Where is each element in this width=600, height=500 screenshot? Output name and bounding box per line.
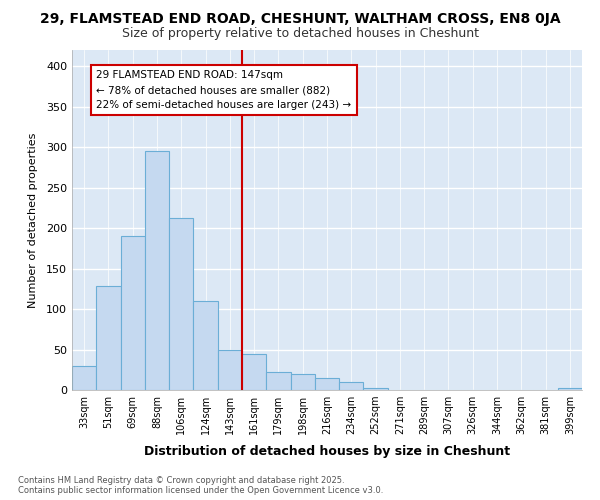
Bar: [339, 382, 364, 390]
Text: Size of property relative to detached houses in Cheshunt: Size of property relative to detached ho…: [121, 28, 479, 40]
Bar: [558, 388, 582, 390]
Bar: [242, 354, 266, 390]
Bar: [218, 350, 242, 390]
Bar: [169, 218, 193, 390]
Text: 29, FLAMSTEAD END ROAD, CHESHUNT, WALTHAM CROSS, EN8 0JA: 29, FLAMSTEAD END ROAD, CHESHUNT, WALTHA…: [40, 12, 560, 26]
Text: 29 FLAMSTEAD END ROAD: 147sqm
← 78% of detached houses are smaller (882)
22% of : 29 FLAMSTEAD END ROAD: 147sqm ← 78% of d…: [96, 70, 352, 110]
X-axis label: Distribution of detached houses by size in Cheshunt: Distribution of detached houses by size …: [144, 446, 510, 458]
Bar: [364, 388, 388, 390]
Bar: [145, 151, 169, 390]
Text: Contains HM Land Registry data © Crown copyright and database right 2025.
Contai: Contains HM Land Registry data © Crown c…: [18, 476, 383, 495]
Bar: [290, 374, 315, 390]
Bar: [315, 378, 339, 390]
Bar: [193, 301, 218, 390]
Y-axis label: Number of detached properties: Number of detached properties: [28, 132, 38, 308]
Bar: [121, 236, 145, 390]
Bar: [72, 366, 96, 390]
Bar: [96, 286, 121, 390]
Bar: [266, 372, 290, 390]
